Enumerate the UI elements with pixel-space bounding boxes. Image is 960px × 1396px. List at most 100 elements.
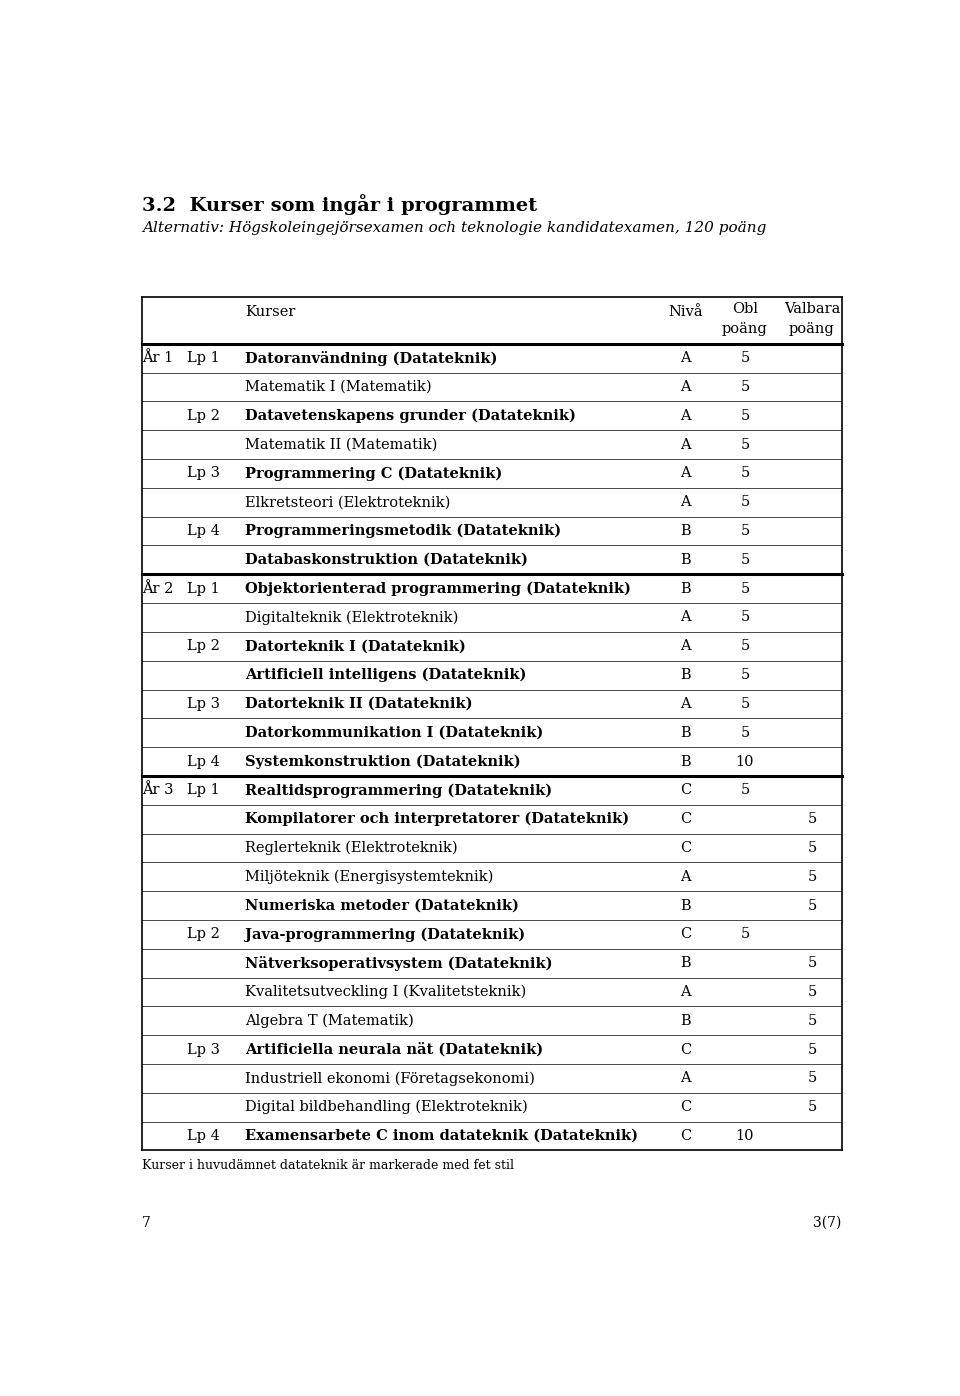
Text: A: A (680, 870, 691, 884)
Text: 3(7): 3(7) (813, 1216, 842, 1230)
Text: Obl: Obl (732, 302, 758, 315)
Text: 5: 5 (740, 610, 750, 624)
Text: 7: 7 (142, 1216, 151, 1230)
Text: 5: 5 (807, 1043, 817, 1057)
Text: B: B (680, 1013, 691, 1027)
Text: Lp 4: Lp 4 (187, 754, 220, 769)
Text: Objektorienterad programmering (Datateknik): Objektorienterad programmering (Datatekn… (245, 582, 631, 596)
Text: Datorkommunikation I (Datateknik): Datorkommunikation I (Datateknik) (245, 726, 543, 740)
Text: 5: 5 (740, 927, 750, 941)
Text: Numeriska metoder (Datateknik): Numeriska metoder (Datateknik) (245, 899, 518, 913)
Text: År 2: År 2 (142, 582, 174, 596)
Text: Kvalitetsutveckling I (Kvalitetsteknik): Kvalitetsutveckling I (Kvalitetsteknik) (245, 984, 526, 1000)
Text: Programmering C (Datateknik): Programmering C (Datateknik) (245, 466, 502, 480)
Text: 5: 5 (807, 812, 817, 826)
Text: Lp 3: Lp 3 (187, 1043, 220, 1057)
Text: A: A (680, 496, 691, 510)
Text: B: B (680, 582, 691, 596)
Text: Digital bildbehandling (Elektroteknik): Digital bildbehandling (Elektroteknik) (245, 1100, 528, 1114)
Text: År 1: År 1 (142, 352, 174, 366)
Text: poäng: poäng (722, 322, 768, 336)
Text: 5: 5 (740, 639, 750, 653)
Text: Matematik II (Matematik): Matematik II (Matematik) (245, 437, 438, 452)
Text: Nivå: Nivå (668, 306, 703, 320)
Text: Lp 3: Lp 3 (187, 466, 220, 480)
Text: C: C (680, 840, 691, 854)
Text: Miljöteknik (Energisystemteknik): Miljöteknik (Energisystemteknik) (245, 870, 493, 884)
Text: Nätverksoperativsystem (Datateknik): Nätverksoperativsystem (Datateknik) (245, 956, 553, 970)
Text: C: C (680, 927, 691, 941)
Text: Industriell ekonomi (Företagsekonomi): Industriell ekonomi (Företagsekonomi) (245, 1071, 535, 1086)
Text: År 3: År 3 (142, 783, 174, 797)
Text: 3.2  Kurser som ingår i programmet: 3.2 Kurser som ingår i programmet (142, 194, 538, 215)
Text: Datoranvändning (Datateknik): Datoranvändning (Datateknik) (245, 350, 497, 366)
Text: A: A (680, 437, 691, 452)
Text: Lp 1: Lp 1 (187, 582, 220, 596)
Text: B: B (680, 669, 691, 683)
Text: B: B (680, 899, 691, 913)
Text: A: A (680, 352, 691, 366)
Text: Lp 1: Lp 1 (187, 783, 220, 797)
Text: Examensarbete C inom datateknik (Datateknik): Examensarbete C inom datateknik (Datatek… (245, 1129, 638, 1143)
Text: A: A (680, 610, 691, 624)
Text: Matematik I (Matematik): Matematik I (Matematik) (245, 380, 432, 394)
Text: Reglerteknik (Elektroteknik): Reglerteknik (Elektroteknik) (245, 840, 458, 856)
Text: 5: 5 (740, 697, 750, 711)
Text: 5: 5 (807, 870, 817, 884)
Text: Alternativ: Högskoleingejörsexamen och teknologie kandidatexamen, 120 poäng: Alternativ: Högskoleingejörsexamen och t… (142, 222, 767, 236)
Text: C: C (680, 1129, 691, 1143)
Text: A: A (680, 409, 691, 423)
Text: 5: 5 (740, 380, 750, 394)
Text: 5: 5 (740, 582, 750, 596)
Text: 5: 5 (807, 1100, 817, 1114)
Text: A: A (680, 986, 691, 1000)
Text: 5: 5 (807, 956, 817, 970)
Text: Kompilatorer och interpretatorer (Datateknik): Kompilatorer och interpretatorer (Datate… (245, 812, 629, 826)
Text: 5: 5 (740, 466, 750, 480)
Text: 5: 5 (740, 437, 750, 452)
Text: 5: 5 (807, 899, 817, 913)
Text: Lp 3: Lp 3 (187, 697, 220, 711)
Text: A: A (680, 1071, 691, 1086)
Text: 5: 5 (740, 409, 750, 423)
Text: 10: 10 (735, 1129, 755, 1143)
Text: Lp 1: Lp 1 (187, 352, 220, 366)
Text: 5: 5 (740, 669, 750, 683)
Text: 5: 5 (740, 553, 750, 567)
Text: 5: 5 (740, 496, 750, 510)
Text: B: B (680, 553, 691, 567)
Text: C: C (680, 783, 691, 797)
Text: poäng: poäng (789, 322, 835, 336)
Text: Programmeringsmetodik (Datateknik): Programmeringsmetodik (Datateknik) (245, 524, 561, 539)
Text: Java-programmering (Datateknik): Java-programmering (Datateknik) (245, 927, 525, 941)
Text: C: C (680, 1100, 691, 1114)
Text: B: B (680, 956, 691, 970)
Text: Kurser: Kurser (245, 306, 296, 320)
Text: B: B (680, 726, 691, 740)
Text: 10: 10 (735, 754, 755, 769)
Text: Artificiell intelligens (Datateknik): Artificiell intelligens (Datateknik) (245, 667, 526, 683)
Text: 5: 5 (740, 524, 750, 537)
Text: B: B (680, 754, 691, 769)
Text: Lp 2: Lp 2 (187, 639, 220, 653)
Text: Datorteknik II (Datateknik): Datorteknik II (Datateknik) (245, 697, 472, 711)
Text: Lp 4: Lp 4 (187, 1129, 220, 1143)
Text: Datorteknik I (Datateknik): Datorteknik I (Datateknik) (245, 639, 466, 653)
Text: Artificiella neurala nät (Datateknik): Artificiella neurala nät (Datateknik) (245, 1043, 543, 1057)
Text: Digitalteknik (Elektroteknik): Digitalteknik (Elektroteknik) (245, 610, 458, 624)
Text: C: C (680, 1043, 691, 1057)
Text: Kurser i huvudämnet datateknik är markerade med fet stil: Kurser i huvudämnet datateknik är marker… (142, 1159, 515, 1173)
Text: B: B (680, 524, 691, 537)
Text: 5: 5 (807, 840, 817, 854)
Text: A: A (680, 466, 691, 480)
Text: 5: 5 (740, 726, 750, 740)
Text: Valbara: Valbara (783, 302, 840, 315)
Text: Systemkonstruktion (Datateknik): Systemkonstruktion (Datateknik) (245, 754, 520, 769)
Text: 5: 5 (807, 1013, 817, 1027)
Text: Lp 2: Lp 2 (187, 409, 220, 423)
Text: 5: 5 (740, 783, 750, 797)
Text: C: C (680, 812, 691, 826)
Text: A: A (680, 380, 691, 394)
Text: Databaskonstruktion (Datateknik): Databaskonstruktion (Datateknik) (245, 553, 528, 567)
Text: 5: 5 (807, 986, 817, 1000)
